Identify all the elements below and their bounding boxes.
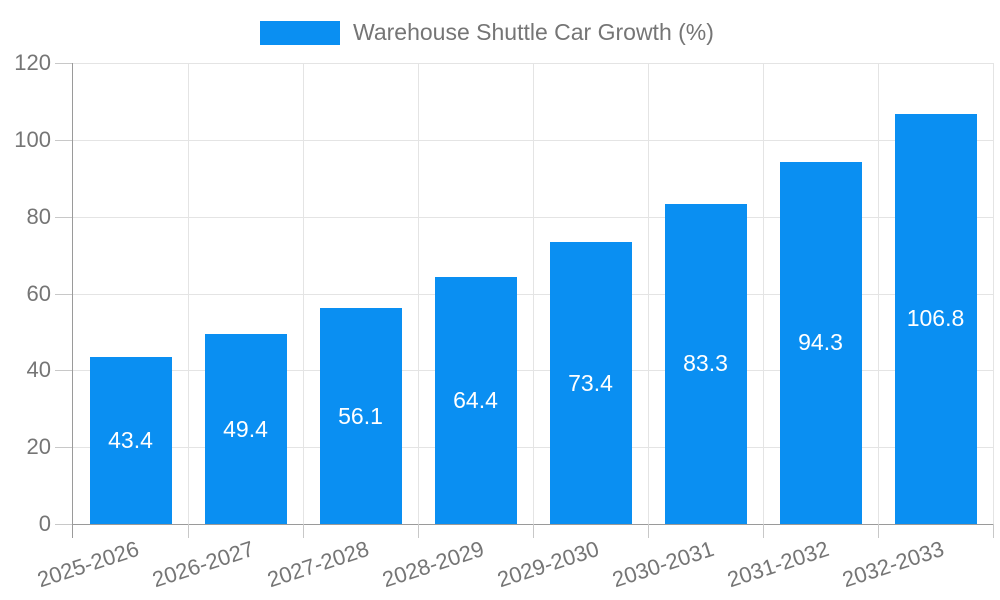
bar-2025-2026[interactable]: 43.4 (89, 357, 172, 524)
x-axis-category-label: 2028-2029 (379, 536, 488, 593)
bar-value-label: 43.4 (108, 427, 153, 454)
gridline-vertical (763, 63, 764, 524)
x-axis-category-label: 2026-2027 (149, 536, 258, 593)
y-axis-tick-label: 0 (38, 511, 51, 536)
x-axis-category-label: 2029-2030 (494, 536, 603, 593)
y-axis-tick-label: 40 (26, 357, 51, 383)
y-axis-tick-label: 100 (14, 126, 51, 152)
bar-value-label: 94.3 (798, 329, 843, 356)
legend-label: Warehouse Shuttle Car Growth (%) (353, 19, 714, 45)
bar-2029-2030[interactable]: 73.4 (549, 242, 632, 524)
y-axis-tick (55, 370, 73, 372)
bar-2027-2028[interactable]: 56.1 (319, 308, 402, 524)
y-axis-tick-label: 20 (26, 434, 51, 460)
y-axis-tick (55, 447, 73, 449)
bar-2028-2029[interactable]: 64.4 (434, 276, 517, 524)
x-axis-tick (648, 524, 649, 538)
legend-item[interactable]: Warehouse Shuttle Car Growth (%) (260, 19, 714, 46)
x-axis-tick (533, 524, 534, 538)
bar-2030-2031[interactable]: 83.3 (664, 203, 747, 524)
x-axis-category-label: 2027-2028 (264, 536, 373, 593)
legend-swatch (260, 20, 340, 45)
y-axis-tick (55, 139, 73, 141)
bar-value-label: 73.4 (568, 369, 613, 396)
gridline-vertical (188, 63, 189, 524)
bar-2026-2027[interactable]: 49.4 (204, 334, 287, 524)
x-axis-category-label: 2030-2031 (609, 536, 718, 593)
gridline-vertical (648, 63, 649, 524)
bar-value-label: 64.4 (453, 386, 498, 413)
x-axis-category-label: 2032-2033 (839, 536, 948, 593)
x-axis-tick (763, 524, 764, 538)
gridline-vertical (533, 63, 534, 524)
bar-value-label: 56.1 (338, 402, 383, 429)
y-axis-tick-label: 80 (26, 203, 51, 229)
bar-2031-2032[interactable]: 94.3 (779, 161, 862, 524)
y-axis-tick (55, 524, 73, 525)
gridline-vertical (878, 63, 879, 524)
x-axis-tick (418, 524, 419, 538)
gridline-vertical (993, 63, 994, 524)
x-axis-tick (878, 524, 879, 538)
y-axis-tick-label: 60 (26, 280, 51, 306)
y-axis-tick-label: 120 (14, 50, 51, 75)
x-axis-category-label: 2031-2032 (724, 536, 833, 593)
y-axis-line (72, 63, 73, 538)
bar-value-label: 106.8 (906, 305, 965, 332)
gridline-vertical (418, 63, 419, 524)
x-axis-category-label: 2025-2026 (34, 536, 143, 593)
y-axis-tick (55, 216, 73, 218)
bar-2032-2033[interactable]: 106.8 (894, 113, 977, 524)
y-axis-tick (55, 63, 73, 64)
gridline-vertical (303, 63, 304, 524)
bar-value-label: 83.3 (683, 350, 728, 377)
bar-value-label: 49.4 (223, 415, 268, 442)
x-axis-tick (993, 524, 994, 538)
x-axis-tick (188, 524, 189, 538)
x-axis-tick (303, 524, 304, 538)
y-axis-tick (55, 293, 73, 295)
